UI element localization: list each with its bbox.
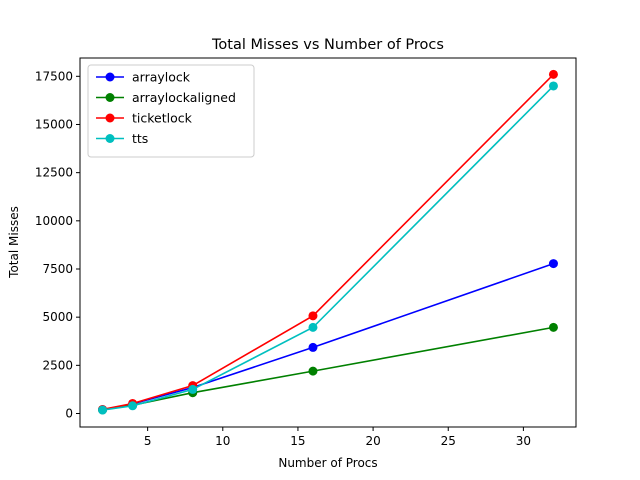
legend-entry: arraylockaligned bbox=[96, 90, 236, 105]
y-tick-label: 5000 bbox=[42, 310, 73, 324]
y-tick-label: 10000 bbox=[35, 214, 73, 228]
x-tick-label: 10 bbox=[215, 434, 230, 448]
legend-label: arraylock bbox=[132, 70, 191, 85]
legend: arraylock arraylockaligned ticketlock tts bbox=[87, 64, 255, 158]
legend-label: ticketlock bbox=[132, 111, 193, 126]
data-point bbox=[308, 366, 318, 376]
legend-box bbox=[87, 64, 255, 158]
legend-marker bbox=[105, 93, 115, 102]
legend-entry: arraylock bbox=[96, 70, 191, 85]
y-axis-label: Total Misses bbox=[7, 206, 21, 279]
data-point bbox=[548, 81, 558, 91]
x-axis-label: Number of Procs bbox=[278, 456, 377, 470]
x-tick-label: 5 bbox=[144, 434, 152, 448]
x-axis: 5 10 15 20 25 30 bbox=[144, 427, 531, 448]
data-point bbox=[188, 384, 198, 394]
x-tick-label: 20 bbox=[365, 434, 380, 448]
legend-marker bbox=[105, 113, 115, 123]
data-point bbox=[128, 401, 138, 411]
x-tick-label: 15 bbox=[290, 434, 305, 448]
y-axis: 0 2500 5000 7500 10000 12500 15000 17500 bbox=[35, 69, 80, 421]
legend-marker bbox=[105, 134, 115, 143]
data-point bbox=[98, 405, 108, 415]
y-tick-label: 0 bbox=[65, 407, 73, 421]
x-tick-label: 30 bbox=[516, 434, 531, 448]
y-tick-label: 2500 bbox=[42, 358, 73, 372]
data-point bbox=[308, 322, 318, 332]
y-tick-label: 12500 bbox=[35, 166, 73, 180]
y-tick-label: 7500 bbox=[42, 262, 73, 276]
legend-entry: ticketlock bbox=[96, 111, 193, 126]
data-point bbox=[308, 342, 318, 352]
data-point bbox=[308, 311, 318, 321]
legend-label: tts bbox=[132, 131, 148, 146]
y-tick-label: 17500 bbox=[35, 69, 73, 83]
plot-frame bbox=[79, 57, 577, 428]
series-tts bbox=[98, 81, 558, 415]
y-tick-label: 15000 bbox=[35, 117, 73, 131]
chart-title: Total Misses vs Number of Procs bbox=[211, 37, 444, 53]
legend-marker bbox=[105, 72, 115, 82]
data-point bbox=[548, 69, 558, 79]
plot-area bbox=[79, 57, 577, 428]
data-point bbox=[548, 322, 558, 332]
legend-entry: tts bbox=[96, 131, 148, 146]
series-layer bbox=[98, 69, 558, 415]
x-tick-label: 25 bbox=[441, 434, 456, 448]
data-point bbox=[548, 259, 558, 269]
legend-label: arraylockaligned bbox=[132, 90, 236, 105]
